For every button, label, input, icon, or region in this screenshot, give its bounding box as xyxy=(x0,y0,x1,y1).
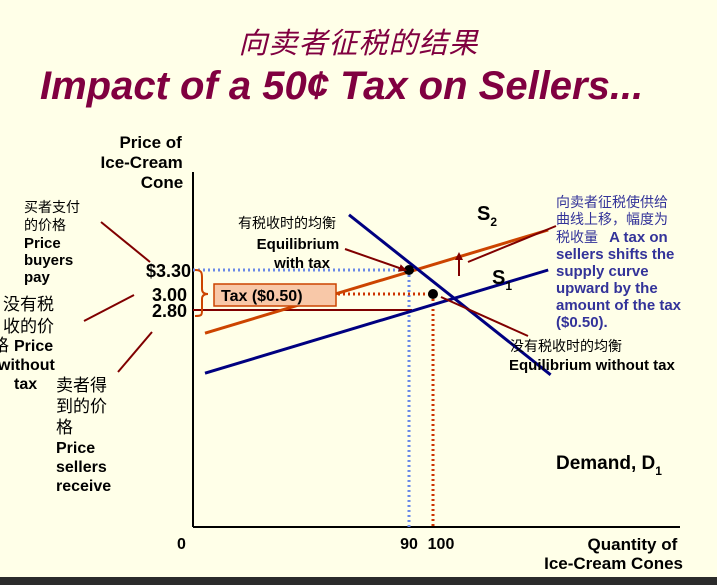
x-axis-label: Quantity of Ice-Cream Cones xyxy=(544,535,683,573)
tax-brace xyxy=(194,269,209,317)
title-chinese: 向卖者征税的结果 xyxy=(238,26,479,60)
demand-curve xyxy=(348,213,552,376)
x-tick-label: 100 xyxy=(428,536,455,553)
slide-bottom-bar xyxy=(0,577,717,585)
without-tax-en: Price without tax xyxy=(0,338,59,393)
supply-curve-s1 xyxy=(204,268,549,375)
eq-with-tax-pointer xyxy=(344,248,407,272)
equilibrium-point-with-tax xyxy=(404,265,414,275)
tax-label-box xyxy=(213,283,337,307)
buyers-pay-pointer xyxy=(100,221,151,263)
eq-with-tax-en: Equilibrium with tax xyxy=(257,236,344,272)
origin-label: 0 xyxy=(177,536,186,553)
eq-without-tax-en: Equilibrium without tax xyxy=(509,357,675,374)
equilibrium-point-without-tax xyxy=(428,289,438,299)
s2-label: S2 xyxy=(477,203,497,229)
y-axis-label: Price of Ice-Cream Cone xyxy=(101,133,188,192)
sellers-receive-pointer xyxy=(117,331,153,373)
shift-note-cn: 向卖者征税使供给 曲线上移，幅度为 xyxy=(556,194,672,228)
buyers-pay-en: Price buyers pay xyxy=(24,235,77,286)
eq-with-tax-cn: 有税收时的均衡 xyxy=(238,216,336,232)
shift-note-mixed: 税收量 A tax on xyxy=(556,227,668,246)
eq-without-tax-cn: 没有税收时的均衡 xyxy=(510,339,622,355)
demand-label: Demand, D1 xyxy=(556,453,662,478)
sellers-receive-en: Price sellers receive xyxy=(56,440,111,495)
shift-note-pointer xyxy=(467,225,557,263)
tax-label: Tax ($0.50) xyxy=(221,288,303,305)
s1-label: S1 xyxy=(492,267,512,293)
y-tick-label: 3.00 xyxy=(152,285,187,305)
title-english: Impact of a 50¢ Tax on Sellers... xyxy=(40,64,644,108)
y-tick-label: $3.30 xyxy=(146,261,191,281)
without-tax-cn: 没有税 收的价 格 xyxy=(0,295,59,356)
x-tick-label: 90 xyxy=(400,536,418,553)
y-tick-label: 2.80 xyxy=(152,301,187,321)
supply-curve-s2 xyxy=(204,228,549,335)
shift-note-en: sellers shifts the supply curve upward b… xyxy=(556,246,685,331)
sellers-receive-cn: 卖者得 到的价 格 xyxy=(56,376,112,438)
buyers-pay-cn: 买者支付 的价格 xyxy=(24,200,84,234)
without-tax-pointer xyxy=(83,294,135,322)
eq-without-tax-pointer xyxy=(440,296,529,337)
